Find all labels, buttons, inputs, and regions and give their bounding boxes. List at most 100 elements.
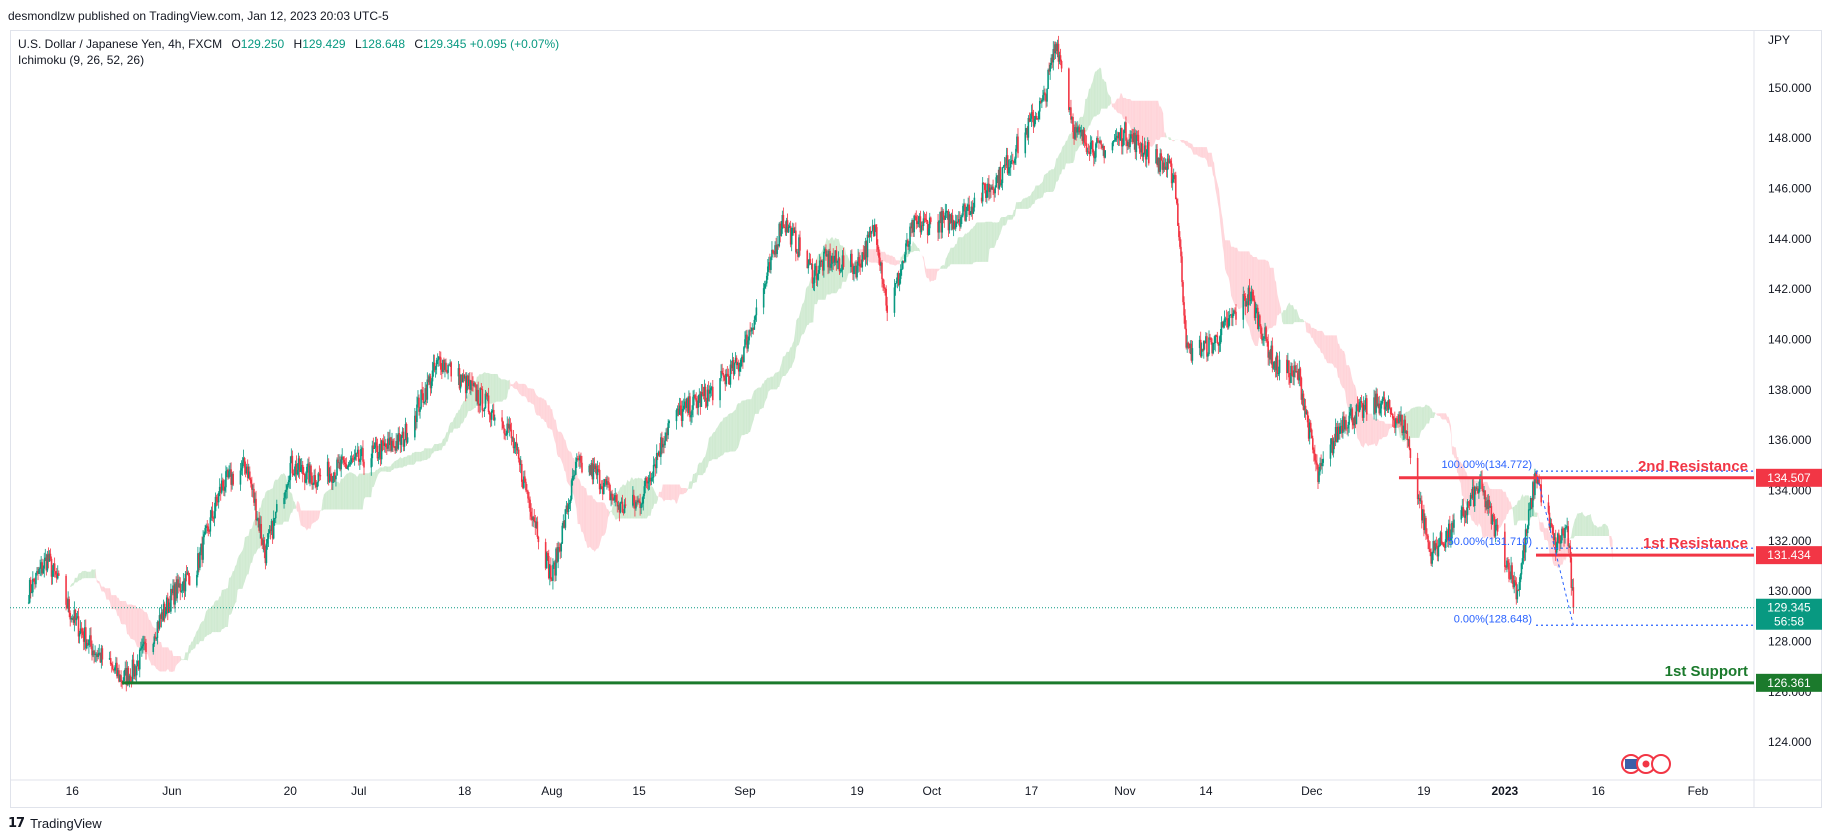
cloud-segment — [1265, 259, 1267, 335]
candle-body — [737, 362, 740, 372]
candle-body — [580, 456, 582, 463]
candle-body — [203, 534, 205, 538]
candle — [763, 280, 766, 294]
candle — [300, 458, 303, 474]
candle-body — [547, 555, 550, 579]
candle — [299, 458, 302, 473]
candle — [108, 651, 111, 661]
cloud-segment — [1576, 513, 1578, 537]
candle-body — [1348, 415, 1350, 425]
candle — [1297, 369, 1300, 384]
cloud-segment — [1382, 421, 1385, 438]
candle-body — [915, 216, 918, 221]
candle — [733, 362, 736, 376]
candle — [1008, 159, 1011, 176]
candle — [1449, 515, 1451, 544]
candle-body — [391, 440, 393, 451]
candle — [447, 363, 449, 380]
candle — [1228, 308, 1231, 326]
candle-body — [95, 653, 97, 655]
chart-frame[interactable] — [10, 30, 1822, 808]
candle-body — [822, 261, 824, 271]
cloud-segment — [340, 478, 343, 510]
candle — [768, 256, 770, 273]
candle — [480, 382, 483, 390]
cloud-segment — [1092, 75, 1094, 119]
cloud-segment — [77, 573, 79, 583]
cloud-segment — [1359, 404, 1362, 446]
cloud-segment — [1317, 330, 1319, 349]
cloud-segment — [1170, 137, 1172, 140]
candle-body — [1433, 541, 1436, 551]
candle-body — [206, 525, 209, 527]
candle — [416, 396, 418, 429]
candle-body — [647, 481, 650, 484]
candle — [186, 567, 189, 575]
candle-body — [509, 424, 512, 430]
candle-body — [1449, 523, 1451, 541]
candle — [981, 177, 984, 207]
candle — [1134, 129, 1137, 160]
candle — [1307, 415, 1310, 442]
cloud-segment — [1108, 94, 1110, 106]
candle-body — [1243, 293, 1246, 297]
candle-body — [707, 389, 710, 394]
candle-body — [823, 251, 825, 271]
candle-body — [389, 437, 391, 446]
candle — [560, 542, 563, 558]
candle-body — [534, 521, 537, 528]
candle — [1179, 231, 1181, 250]
candle — [997, 169, 1000, 196]
cloud-segment — [952, 247, 955, 265]
cloud-segment — [578, 478, 581, 525]
candle — [478, 403, 481, 414]
candle — [1073, 124, 1075, 145]
cloud-segment — [1296, 309, 1298, 323]
candle — [29, 576, 32, 599]
candle-body — [1318, 471, 1320, 483]
candle — [1399, 410, 1401, 428]
candle-body — [733, 363, 736, 375]
cloud-segment — [927, 268, 929, 279]
candle-body — [379, 444, 382, 460]
candle-body — [75, 617, 78, 621]
candle — [1255, 303, 1258, 314]
cloud-segment — [1187, 140, 1189, 148]
candle-body — [1470, 495, 1473, 499]
candle-body — [566, 505, 569, 512]
cloud-segment — [737, 403, 740, 448]
candle-body — [516, 449, 519, 451]
candle — [1247, 285, 1250, 312]
candle — [1013, 161, 1015, 170]
cloud-segment — [1431, 408, 1433, 418]
candle-body — [86, 642, 88, 649]
candle — [1406, 423, 1409, 448]
cloud-segment — [277, 477, 279, 525]
candle — [343, 456, 346, 467]
cloud-segment — [425, 448, 428, 461]
candle — [874, 224, 877, 233]
cloud-segment — [961, 237, 963, 265]
cloud-segment — [102, 586, 104, 592]
candle-body — [618, 505, 621, 513]
candle — [544, 538, 547, 571]
candle — [288, 475, 291, 489]
candle — [1146, 137, 1149, 157]
candle-body — [49, 553, 52, 559]
candle — [557, 541, 559, 569]
candle — [1273, 360, 1276, 373]
candle-body — [682, 405, 685, 409]
candle-body — [839, 269, 842, 272]
candle — [1031, 103, 1034, 123]
candle — [637, 495, 639, 505]
candle — [1387, 395, 1390, 414]
candle — [827, 249, 829, 275]
candle — [904, 251, 906, 264]
candle — [1264, 322, 1266, 342]
candle — [899, 264, 902, 284]
candle-body — [349, 462, 352, 465]
candle — [528, 491, 530, 509]
cloud-segment — [252, 522, 254, 563]
candle-body — [1511, 565, 1513, 576]
